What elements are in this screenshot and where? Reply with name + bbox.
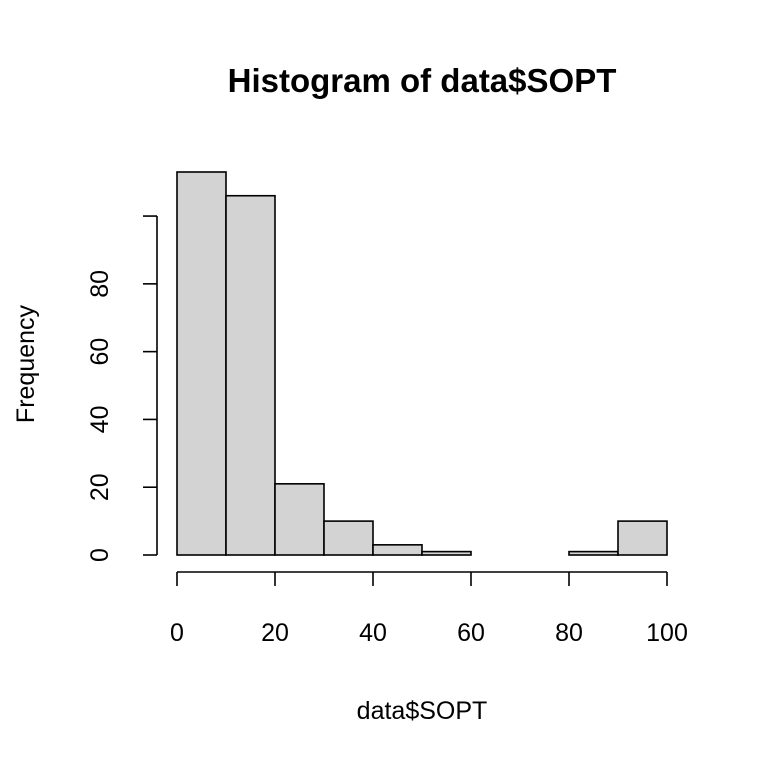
y-tick-label: 20 <box>86 473 114 501</box>
histogram-bar <box>421 550 472 556</box>
histogram-bar <box>617 520 668 556</box>
histogram-bar <box>176 171 227 556</box>
x-tick-label: 0 <box>170 619 184 647</box>
y-axis-label: Frequency <box>12 304 40 423</box>
x-tick-label: 60 <box>457 619 485 647</box>
y-tick-label: 60 <box>86 338 114 366</box>
histogram-bar <box>274 483 325 556</box>
histogram-bar <box>323 520 374 556</box>
x-tick-label: 100 <box>646 619 688 647</box>
x-tick-label: 80 <box>555 619 583 647</box>
histogram-bar <box>568 550 619 556</box>
histogram-bar <box>225 194 276 556</box>
y-axis: 0 20 40 60 80 <box>86 215 158 562</box>
chart-title: Histogram of data$SOPT <box>228 62 617 99</box>
x-axis: 0 20 40 60 80 100 <box>170 571 688 647</box>
y-tick-label: 80 <box>86 270 114 298</box>
y-tick-label: 0 <box>86 548 114 562</box>
y-tick-label: 40 <box>86 406 114 434</box>
x-axis-label: data$SOPT <box>357 697 488 725</box>
x-tick-label: 40 <box>359 619 387 647</box>
x-tick-label: 20 <box>261 619 289 647</box>
histogram-bar <box>372 544 423 556</box>
bars-group <box>176 171 668 556</box>
